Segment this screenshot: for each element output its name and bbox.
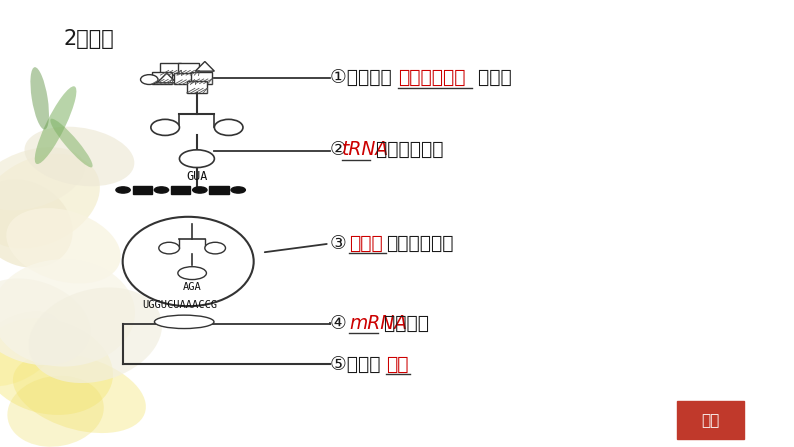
Text: GUA: GUA — [187, 170, 207, 183]
Text: ⑤产物为: ⑤产物为 — [330, 355, 386, 374]
Text: AGA: AGA — [183, 282, 202, 292]
Text: ②: ② — [330, 140, 346, 159]
Ellipse shape — [154, 315, 214, 329]
Text: 作为模板: 作为模板 — [377, 314, 429, 333]
Ellipse shape — [122, 217, 254, 306]
Text: 核糖体: 核糖体 — [349, 234, 383, 253]
Ellipse shape — [0, 259, 135, 367]
Circle shape — [214, 119, 243, 135]
Text: UGGUCUAAACCG: UGGUCUAAACCG — [143, 299, 218, 310]
FancyBboxPatch shape — [676, 401, 745, 439]
Bar — [210, 186, 229, 194]
Ellipse shape — [154, 187, 168, 193]
Ellipse shape — [30, 67, 49, 130]
Ellipse shape — [193, 187, 207, 193]
Ellipse shape — [0, 278, 91, 365]
Ellipse shape — [50, 118, 93, 168]
Text: 作为合成场所: 作为合成场所 — [386, 234, 453, 253]
Ellipse shape — [6, 208, 121, 283]
Ellipse shape — [178, 267, 206, 279]
Bar — [178, 63, 198, 75]
Polygon shape — [195, 62, 214, 71]
Ellipse shape — [13, 354, 146, 433]
Bar — [187, 81, 207, 93]
Text: 多肽: 多肽 — [386, 355, 408, 374]
Text: 为原料: 为原料 — [472, 68, 512, 87]
Ellipse shape — [0, 179, 73, 268]
Text: 游离的氨基酸: 游离的氨基酸 — [398, 68, 466, 87]
Polygon shape — [157, 73, 176, 83]
Bar — [171, 186, 190, 194]
Bar — [191, 72, 212, 84]
Text: ④: ④ — [330, 314, 353, 333]
Ellipse shape — [35, 86, 76, 164]
Ellipse shape — [25, 127, 134, 186]
Bar — [152, 72, 172, 84]
Ellipse shape — [116, 187, 130, 193]
Text: ①细胞质中: ①细胞质中 — [330, 68, 397, 87]
Ellipse shape — [179, 150, 214, 168]
Bar — [174, 73, 195, 84]
Ellipse shape — [0, 147, 84, 211]
Circle shape — [141, 75, 158, 84]
Bar — [133, 186, 152, 194]
Circle shape — [205, 242, 225, 254]
Ellipse shape — [29, 287, 162, 383]
Ellipse shape — [231, 187, 245, 193]
Ellipse shape — [0, 154, 100, 249]
Text: 作为运载工具: 作为运载工具 — [370, 140, 444, 159]
Ellipse shape — [7, 376, 104, 447]
Text: 2．翻译: 2．翻译 — [64, 29, 114, 49]
Circle shape — [151, 119, 179, 135]
Ellipse shape — [0, 311, 63, 386]
Text: 答案: 答案 — [702, 413, 719, 428]
Text: tRNA: tRNA — [341, 140, 389, 159]
Bar — [160, 63, 181, 75]
Text: ③: ③ — [330, 234, 353, 253]
Circle shape — [159, 242, 179, 254]
Text: mRNA: mRNA — [349, 314, 407, 333]
Ellipse shape — [0, 318, 113, 415]
